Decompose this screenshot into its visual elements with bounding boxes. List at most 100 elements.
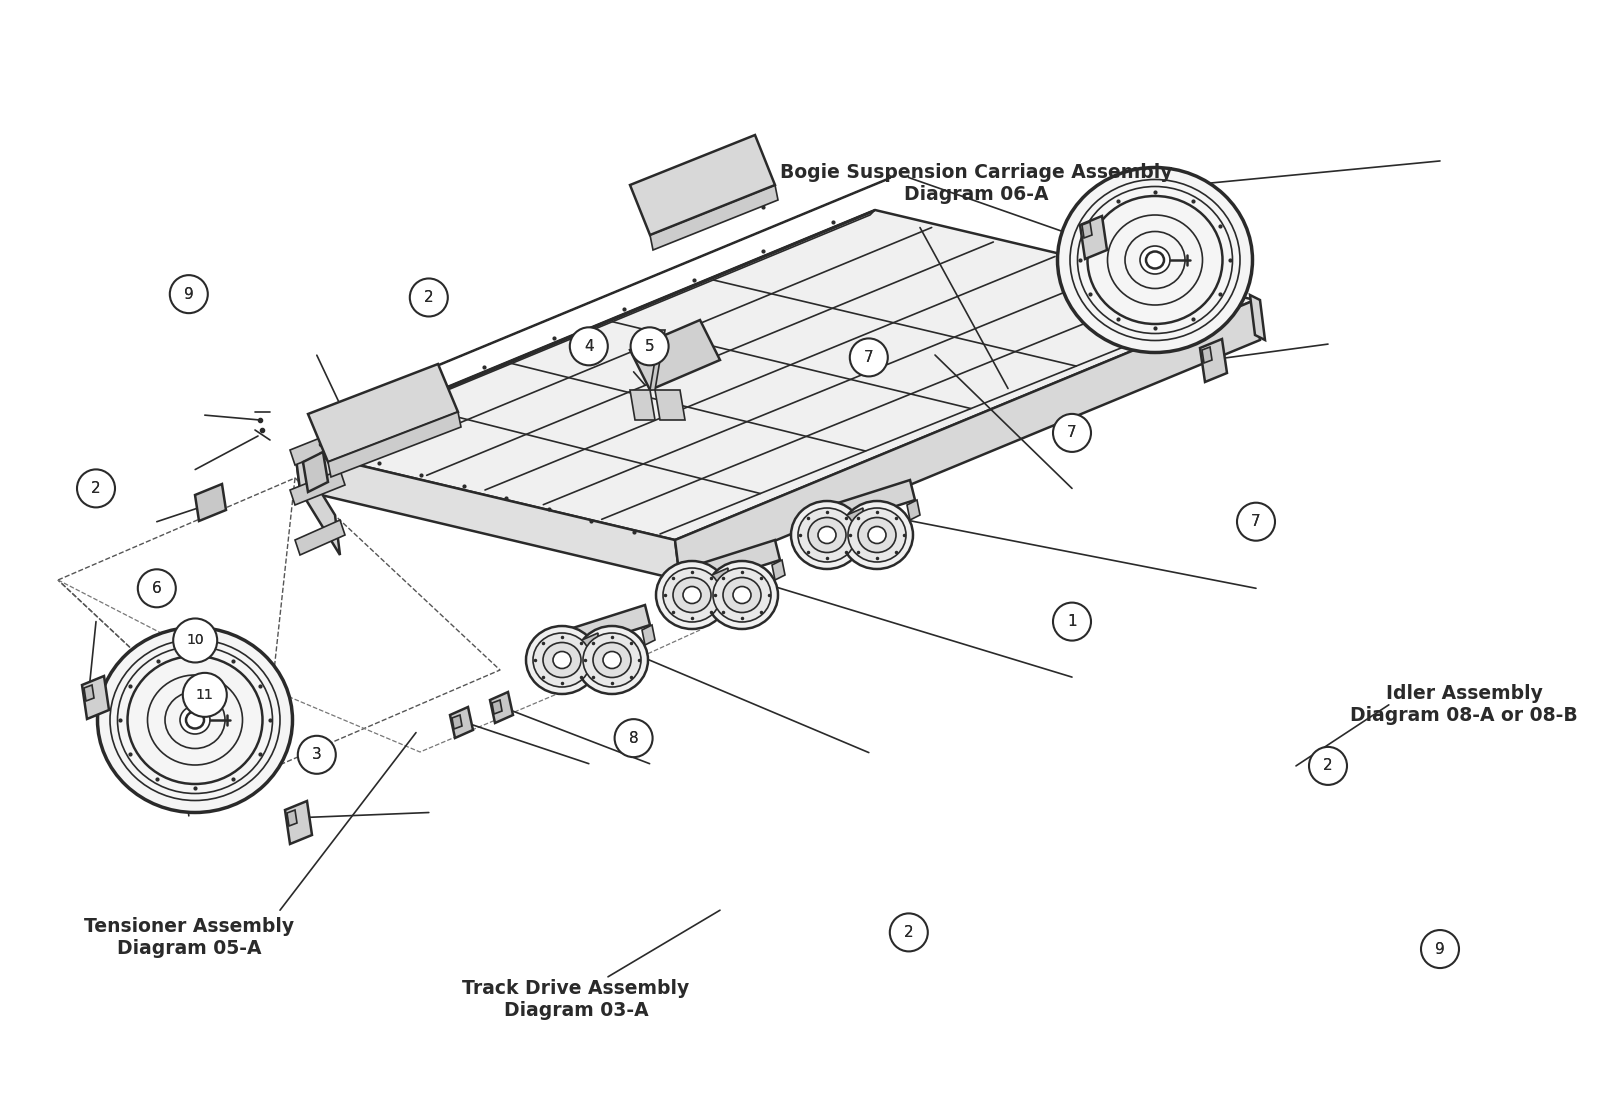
Ellipse shape bbox=[790, 501, 862, 569]
Ellipse shape bbox=[808, 517, 846, 553]
Polygon shape bbox=[771, 561, 786, 581]
Polygon shape bbox=[307, 364, 458, 462]
Text: 10: 10 bbox=[186, 634, 205, 647]
Polygon shape bbox=[450, 707, 474, 738]
Ellipse shape bbox=[683, 586, 701, 604]
Text: 3: 3 bbox=[312, 747, 322, 763]
Text: 6: 6 bbox=[152, 581, 162, 596]
Polygon shape bbox=[1202, 347, 1213, 363]
Ellipse shape bbox=[662, 568, 722, 622]
Ellipse shape bbox=[656, 561, 728, 629]
Ellipse shape bbox=[526, 626, 598, 694]
Polygon shape bbox=[654, 390, 685, 420]
Polygon shape bbox=[294, 519, 346, 555]
Text: 11: 11 bbox=[195, 688, 214, 702]
Circle shape bbox=[614, 719, 653, 757]
Polygon shape bbox=[294, 210, 1254, 539]
Text: 1: 1 bbox=[1067, 614, 1077, 629]
Ellipse shape bbox=[733, 586, 750, 604]
Circle shape bbox=[1053, 603, 1091, 640]
Text: 2: 2 bbox=[904, 925, 914, 940]
Polygon shape bbox=[650, 185, 778, 250]
Text: 7: 7 bbox=[864, 350, 874, 365]
Text: Bogie Suspension Carriage Assembly
Diagram 06-A: Bogie Suspension Carriage Assembly Diagr… bbox=[779, 163, 1173, 203]
Polygon shape bbox=[1082, 222, 1091, 238]
Polygon shape bbox=[490, 692, 514, 723]
Ellipse shape bbox=[576, 626, 648, 694]
Circle shape bbox=[173, 618, 218, 663]
Text: 9: 9 bbox=[184, 286, 194, 302]
Polygon shape bbox=[1200, 339, 1227, 382]
Text: 5: 5 bbox=[645, 339, 654, 354]
Polygon shape bbox=[630, 135, 774, 235]
Text: Tensioner Assembly
Diagram 05-A: Tensioner Assembly Diagram 05-A bbox=[83, 918, 294, 958]
Polygon shape bbox=[286, 810, 298, 826]
Text: 7: 7 bbox=[1067, 425, 1077, 441]
Polygon shape bbox=[650, 330, 666, 390]
Polygon shape bbox=[328, 412, 461, 477]
Text: 8: 8 bbox=[629, 730, 638, 746]
Text: 7: 7 bbox=[1251, 514, 1261, 529]
Text: 2: 2 bbox=[1323, 758, 1333, 774]
Ellipse shape bbox=[818, 526, 835, 544]
Circle shape bbox=[850, 339, 888, 376]
Text: 5: 5 bbox=[645, 339, 654, 354]
Polygon shape bbox=[493, 700, 502, 714]
Circle shape bbox=[182, 673, 227, 717]
Circle shape bbox=[1237, 503, 1275, 541]
Circle shape bbox=[570, 327, 608, 365]
Text: 4: 4 bbox=[584, 339, 594, 354]
Polygon shape bbox=[582, 633, 598, 663]
Ellipse shape bbox=[1146, 252, 1165, 269]
Text: 2: 2 bbox=[91, 481, 101, 496]
Polygon shape bbox=[290, 470, 346, 505]
Circle shape bbox=[890, 914, 928, 951]
Ellipse shape bbox=[723, 577, 762, 613]
Ellipse shape bbox=[554, 652, 571, 668]
Ellipse shape bbox=[858, 517, 896, 553]
Text: 7: 7 bbox=[1251, 514, 1261, 529]
Ellipse shape bbox=[867, 526, 886, 544]
Ellipse shape bbox=[179, 706, 210, 734]
Text: 2: 2 bbox=[904, 925, 914, 940]
Circle shape bbox=[77, 470, 115, 507]
Circle shape bbox=[1421, 930, 1459, 968]
Circle shape bbox=[630, 327, 669, 365]
Ellipse shape bbox=[186, 712, 205, 728]
Polygon shape bbox=[800, 480, 915, 535]
Polygon shape bbox=[83, 685, 94, 702]
Ellipse shape bbox=[603, 652, 621, 668]
Text: 3: 3 bbox=[312, 747, 322, 763]
Ellipse shape bbox=[98, 627, 293, 813]
Circle shape bbox=[138, 569, 176, 607]
Ellipse shape bbox=[582, 633, 642, 687]
Ellipse shape bbox=[1058, 168, 1253, 353]
Polygon shape bbox=[195, 484, 226, 521]
Text: 1: 1 bbox=[1067, 614, 1077, 629]
Circle shape bbox=[410, 279, 448, 316]
Ellipse shape bbox=[842, 501, 914, 569]
Ellipse shape bbox=[674, 577, 710, 613]
Polygon shape bbox=[630, 320, 720, 390]
Ellipse shape bbox=[848, 508, 906, 562]
Polygon shape bbox=[82, 676, 109, 719]
Circle shape bbox=[298, 736, 336, 774]
Circle shape bbox=[1309, 747, 1347, 785]
Ellipse shape bbox=[533, 633, 590, 687]
Polygon shape bbox=[302, 452, 328, 492]
Ellipse shape bbox=[714, 568, 771, 622]
Text: 9: 9 bbox=[1435, 941, 1445, 957]
Polygon shape bbox=[907, 500, 920, 519]
Circle shape bbox=[170, 275, 208, 313]
Text: 2: 2 bbox=[424, 290, 434, 305]
Polygon shape bbox=[294, 450, 339, 555]
Polygon shape bbox=[285, 801, 312, 844]
Text: 4: 4 bbox=[584, 339, 594, 354]
Polygon shape bbox=[666, 539, 781, 595]
Polygon shape bbox=[642, 625, 654, 645]
Ellipse shape bbox=[1139, 246, 1170, 274]
Text: 2: 2 bbox=[1323, 758, 1333, 774]
Text: 9: 9 bbox=[184, 286, 194, 302]
Polygon shape bbox=[310, 210, 875, 447]
Polygon shape bbox=[326, 176, 891, 412]
